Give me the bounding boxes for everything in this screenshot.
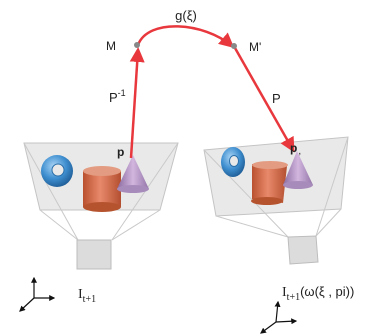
projection-arrows [129,25,295,159]
right-cylinder [251,161,288,205]
label-I-left: It+1 [78,287,96,305]
left-coordinate-axes [19,276,56,312]
label-g: g(ξ) [175,8,197,23]
left-frustum-line [39,209,79,241]
label-M: M [106,39,116,53]
left-camera [23,142,179,270]
right-frustum-line [203,149,289,238]
right-frustum-line [315,208,342,237]
label-I-right: It+1(ω(ξ , pi)) [282,284,354,303]
label-M-prime: M' [249,40,261,54]
label-P: P [272,91,281,106]
right-frustum-line [315,136,349,237]
left-camera-body [76,239,112,270]
right-coordinate-axes [260,300,298,334]
right-frustum-line [215,215,289,238]
right-cone [283,151,313,189]
right-camera [203,136,349,265]
right-camera-body [287,235,319,265]
left-cone [117,155,149,193]
label-p-right: p, [290,141,301,157]
left-torus [41,155,73,187]
right-torus [221,147,245,177]
arrow-p [233,47,295,153]
left-frustum-line [111,209,161,241]
label-P-inverse: P-1 [109,88,126,105]
arrow-g-transform [136,25,235,48]
point-M-prime [231,43,237,49]
left-cylinder [83,166,121,212]
left-frustum-line [23,142,79,241]
arrow-p-inverse [129,47,145,159]
point-M [134,42,140,48]
label-p-left: p [117,145,124,159]
